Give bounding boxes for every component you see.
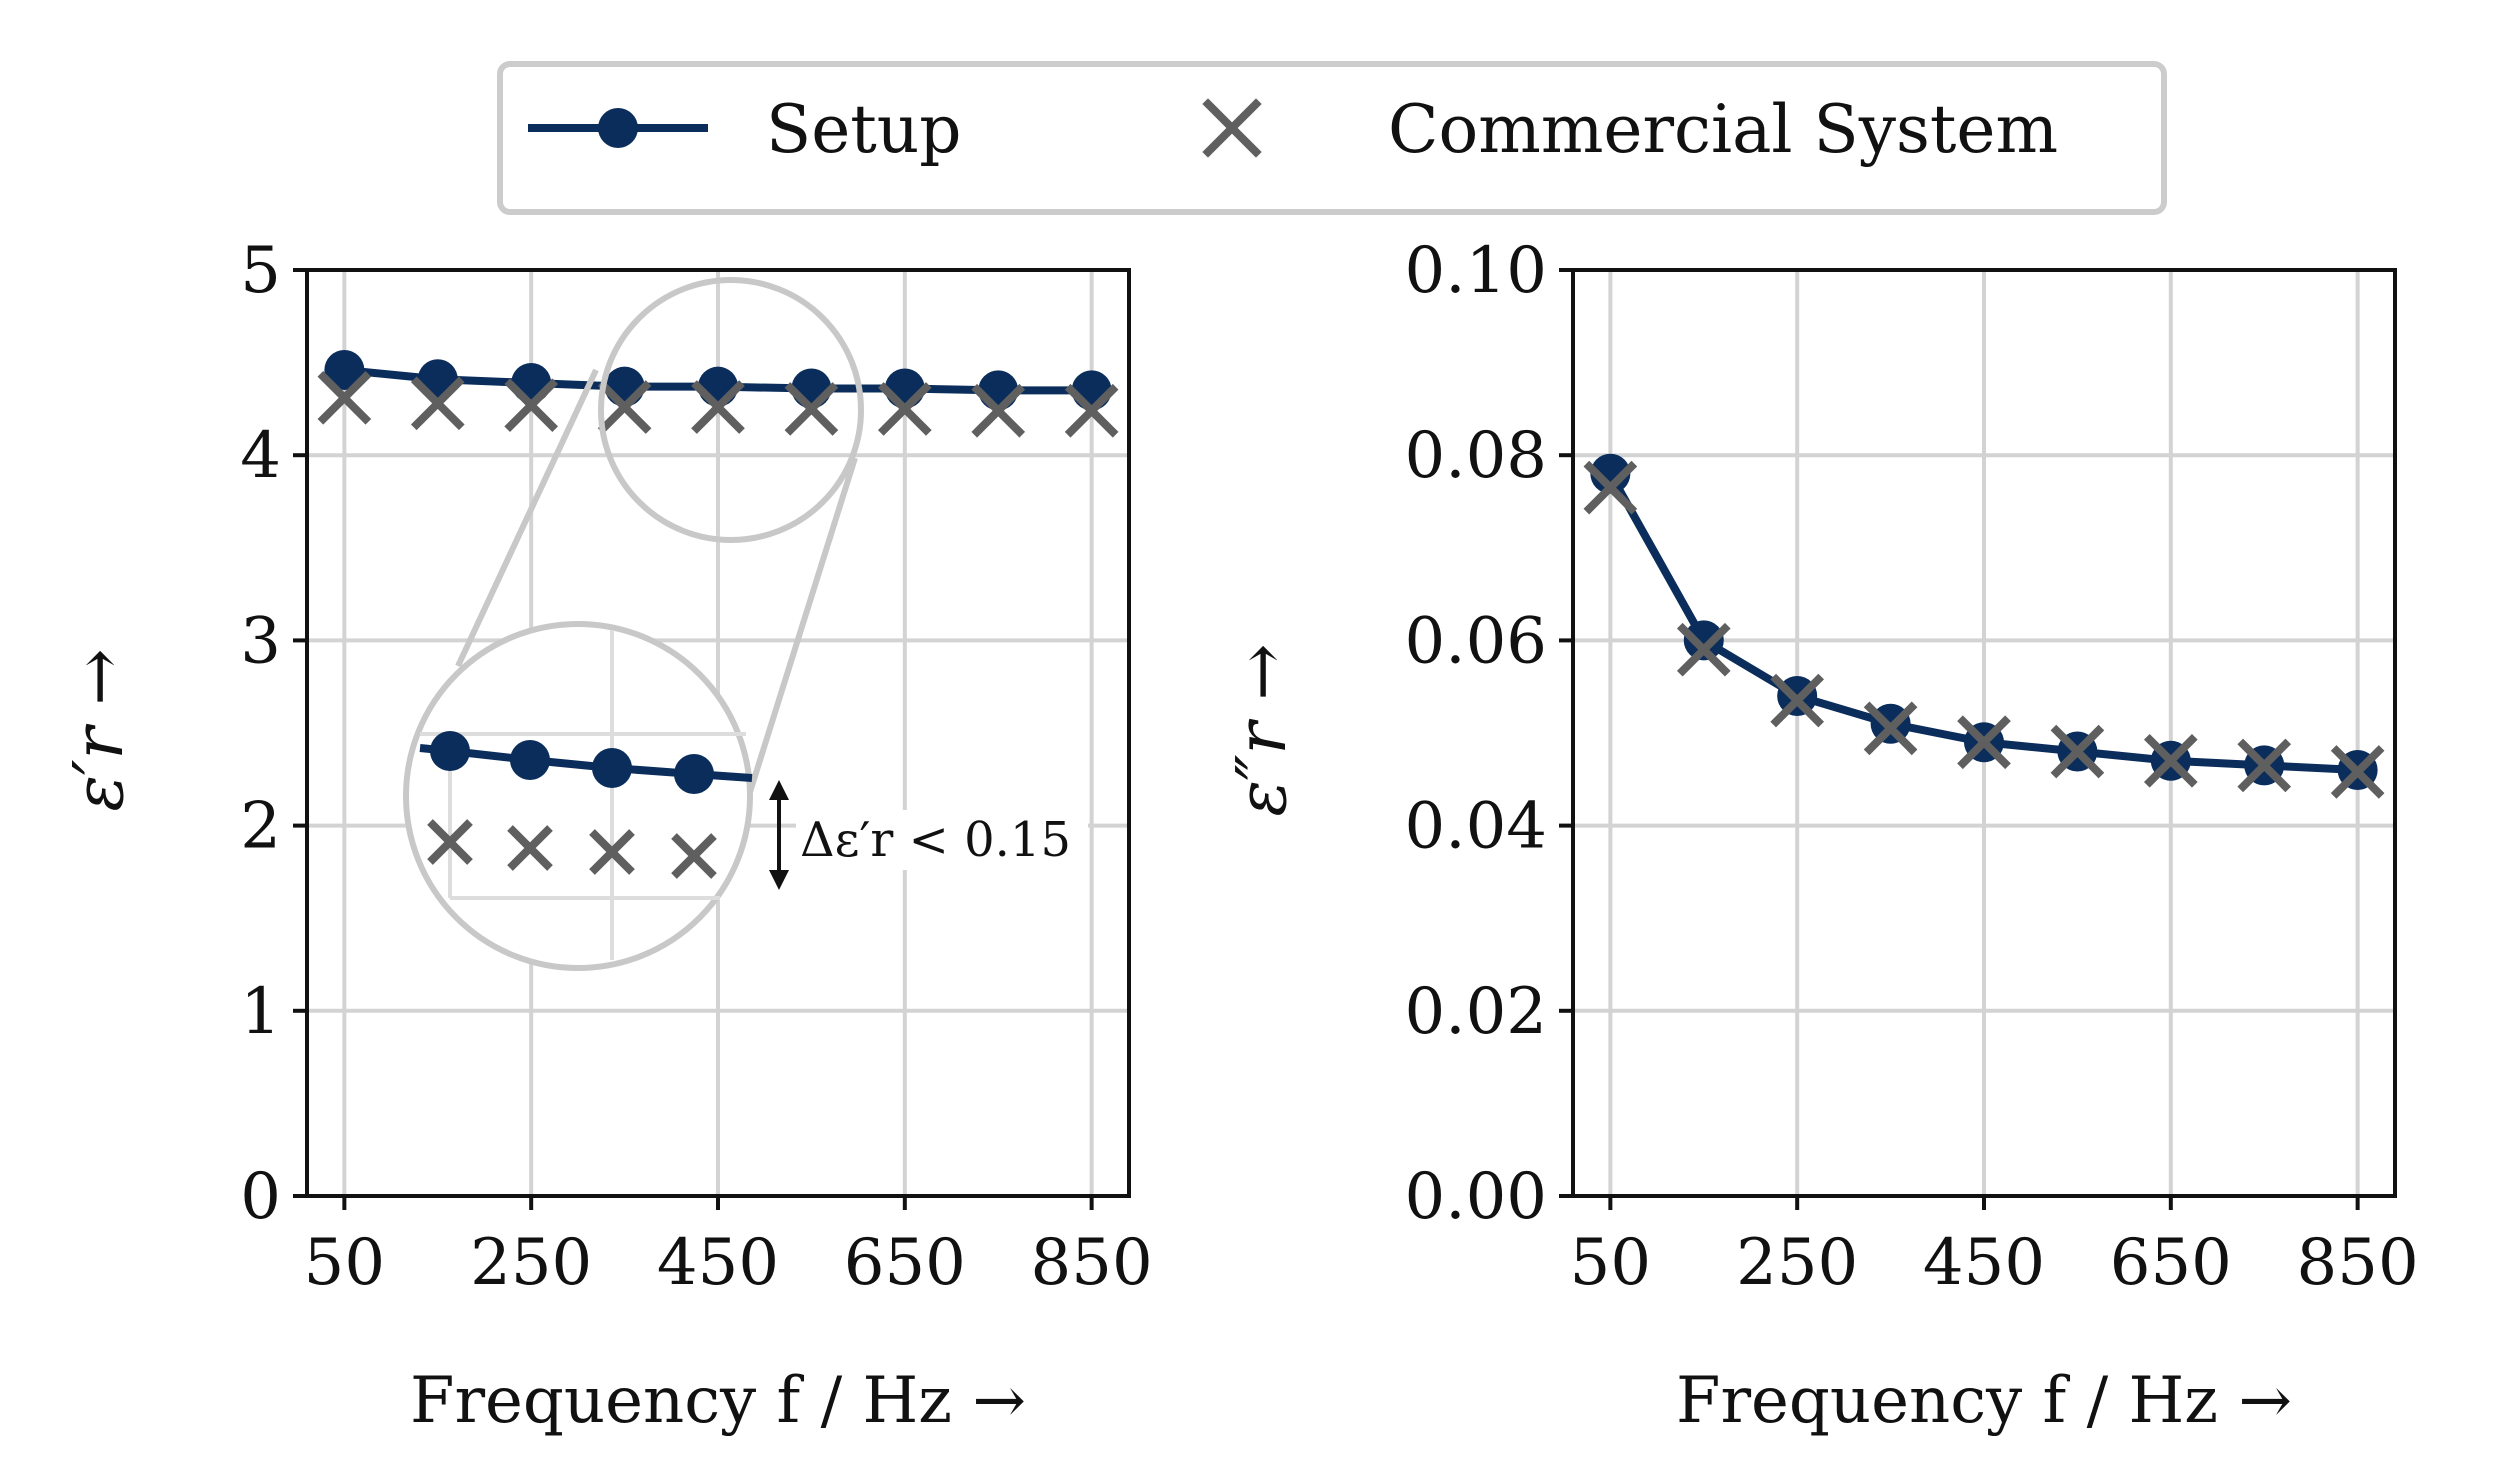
chart-imaginary-permittivity: 50 250 450 650 850 0.00 0.02 0.04 0.06 0.08 0.10 ε…	[1223, 234, 2419, 1438]
commercial-data-point	[1064, 383, 1119, 438]
x-tick-label: 250	[1736, 1226, 1858, 1300]
zoom-inset: Δε′r < 0.15	[403, 277, 1088, 971]
x-tick-label: 450	[657, 1226, 779, 1300]
commercial-data-point	[1676, 622, 1731, 677]
zoom-commercial-point	[671, 833, 717, 879]
right-ticks: 50 250 450 650 850 0.00 0.02 0.04 0.06 0.08 0.10	[1405, 234, 2419, 1300]
zoom-magnified-circle	[403, 621, 753, 971]
commercial-data-point	[877, 382, 932, 436]
setup-data-point	[791, 368, 832, 409]
zoom-connector-left	[455, 368, 599, 668]
setup-data-point	[884, 368, 925, 409]
difference-label: Δε′r < 0.15	[800, 812, 1071, 868]
legend-frame	[497, 61, 2167, 215]
zoom-commercial-point	[427, 819, 473, 865]
legend-commercial-marker	[1202, 98, 1262, 158]
commercial-data-point	[2237, 738, 2292, 793]
zoom-commercial-point	[589, 829, 635, 875]
legend-setup-label: Setup	[766, 91, 962, 168]
left-x-axis-label: Frequency f / Hz →	[410, 1364, 1026, 1438]
commercial-data-point	[971, 383, 1026, 438]
commercial-data-point	[784, 382, 839, 436]
commercial-data-point	[1770, 673, 1825, 728]
y-tick-label: 0.10	[1405, 234, 1548, 308]
x-tick-label: 850	[2297, 1226, 2419, 1300]
legend: Setup Commercial System	[497, 61, 2167, 215]
right-x-axis-label: Frequency f / Hz →	[1676, 1364, 2292, 1438]
commercial-data-point	[597, 380, 652, 434]
commercial-data-point	[2143, 733, 2198, 788]
commercial-data-point	[1863, 701, 1918, 756]
setup-data-point	[1683, 620, 1724, 661]
difference-arrow-down-head	[769, 870, 789, 890]
y-tick-label: 1	[240, 975, 281, 1049]
setup-data-point	[978, 370, 1019, 411]
y-tick-label: 0.00	[1405, 1160, 1548, 1234]
setup-data-point	[324, 350, 365, 391]
y-tick-label: 0.08	[1405, 419, 1548, 493]
setup-data-point	[604, 366, 645, 407]
y-tick-label: 4	[240, 419, 281, 493]
zoom-commercial-point	[507, 825, 553, 871]
commercial-data-point	[2330, 745, 2385, 799]
y-tick-label: 0	[240, 1160, 281, 1234]
difference-arrow-up-head	[769, 780, 789, 800]
commercial-data-point	[2050, 724, 2105, 779]
y-tick-label: 0.06	[1405, 604, 1548, 678]
setup-data-point	[1590, 453, 1631, 494]
x-tick-label: 850	[1031, 1226, 1153, 1300]
x-tick-label: 50	[1570, 1226, 1651, 1300]
commercial-data-point	[1957, 715, 2011, 770]
left-y-axis-label: ε′r →	[60, 648, 139, 811]
right-y-axis-label: ε″r →	[1223, 644, 1302, 817]
y-tick-label: 5	[240, 234, 281, 308]
setup-data-point	[1071, 370, 1112, 411]
y-tick-label: 0.02	[1405, 975, 1548, 1049]
x-tick-label: 650	[844, 1226, 966, 1300]
commercial-data-point	[410, 376, 465, 431]
zoom-setup-point	[592, 748, 632, 788]
left-ticks: 50 250 450 650 850 0 1 2 3 4 5	[240, 234, 1152, 1300]
x-tick-label: 450	[1923, 1226, 2045, 1300]
x-tick-label: 50	[304, 1226, 385, 1300]
x-tick-label: 250	[470, 1226, 592, 1300]
commercial-data-point	[317, 370, 372, 425]
y-tick-label: 2	[240, 790, 281, 864]
setup-data-point	[698, 366, 738, 407]
right-series	[1583, 453, 2385, 799]
legend-setup-marker	[598, 108, 638, 148]
zoom-setup-point	[430, 731, 470, 771]
difference-label-bg	[796, 810, 1088, 870]
x-tick-label: 650	[2110, 1226, 2232, 1300]
commercial-data-point	[691, 380, 745, 434]
y-tick-label: 3	[240, 604, 281, 678]
zoom-setup-point	[510, 740, 550, 780]
left-series	[317, 350, 1119, 438]
y-tick-label: 0.04	[1405, 790, 1548, 864]
commercial-data-point	[1583, 460, 1638, 515]
setup-data-point	[511, 362, 552, 403]
zoom-connector-right	[747, 457, 858, 793]
zoom-source-circle	[598, 277, 864, 543]
commercial-data-point	[504, 378, 559, 433]
zoom-setup-point	[674, 754, 714, 794]
legend-commercial-label: Commercial System	[1388, 91, 2058, 168]
